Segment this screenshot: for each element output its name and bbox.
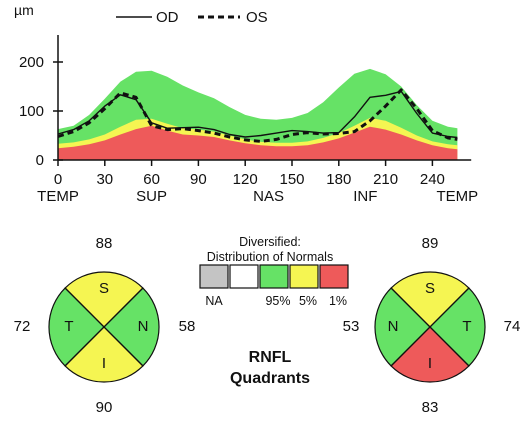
od-letter-n: N (138, 318, 149, 335)
od-letter-i: I (102, 355, 106, 372)
x-tick-label: 150 (279, 171, 304, 188)
os-quadrant-temporal (429, 287, 486, 367)
os-quadrant-chart: 89 53 74 83 S N T I (343, 235, 521, 416)
os-left-value: 53 (343, 318, 360, 335)
x-tick-label: 60 (143, 171, 160, 188)
od-quadrant-inferior (64, 326, 144, 383)
region-label-nas: NAS (253, 188, 284, 205)
rnfl-thickness-chart: 0 100 200 0 30 60 90 120 150 180 210 240 TEMP SUP NA… (14, 2, 478, 205)
od-letter-t: T (64, 318, 73, 335)
chart-axes (57, 35, 472, 161)
od-divider-2 (64, 287, 144, 367)
series-line-od (57, 90, 458, 139)
x-tick-label: 210 (373, 171, 398, 188)
y-tick-label: 200 (19, 54, 44, 71)
od-left-value: 72 (14, 318, 31, 335)
distribution-title-2: Distribution of Normals (207, 250, 333, 264)
y-tick-label: 100 (19, 103, 44, 120)
region-label-inf: INF (353, 188, 377, 205)
swatch-green (259, 264, 289, 289)
swatch-yellow (289, 264, 319, 289)
od-right-value: 58 (179, 318, 196, 335)
rnfl-title: RNFL (249, 349, 292, 366)
chart-legend: OD OS (116, 9, 268, 26)
swatch-label-green: 95% (265, 294, 290, 308)
x-tick-label: 120 (233, 171, 258, 188)
od-letter-s: S (99, 280, 109, 297)
os-letter-i: I (428, 355, 432, 372)
distribution-legend: Diversified: Distribution of Normals NA 9… (199, 235, 349, 308)
od-quadrant-chart: 88 72 58 90 S T N I (14, 235, 196, 416)
legend-od-label: OD (156, 9, 179, 26)
distribution-swatches: NA 95% 5% 1% (199, 264, 349, 308)
os-letter-t: T (462, 318, 471, 335)
od-quadrant-nasal (103, 287, 160, 367)
os-quadrant-superior (390, 271, 470, 328)
os-divider-2 (390, 287, 470, 367)
os-quadrant-nasal (374, 287, 431, 367)
swatch-white (229, 264, 259, 289)
swatch-label-gray: NA (205, 294, 223, 308)
quadrants-title: Quadrants (230, 370, 310, 387)
swatch-label-yellow: 5% (299, 294, 317, 308)
legend-os-label: OS (246, 9, 268, 26)
x-tick-label: 0 (54, 171, 62, 188)
distribution-title-1: Diversified: (239, 235, 301, 249)
os-right-value: 74 (504, 318, 521, 335)
od-quadrant-superior (64, 271, 144, 328)
series-lines (57, 88, 458, 143)
band-p1 (58, 125, 458, 160)
od-top-value: 88 (96, 235, 113, 252)
normal-distribution-bands (58, 68, 458, 160)
x-tick-label: 30 (96, 171, 113, 188)
os-letter-n: N (388, 318, 399, 335)
x-tick-label: 90 (190, 171, 207, 188)
region-label-temp: TEMP (37, 188, 79, 205)
y-tick-labels: 0 100 200 (19, 54, 63, 169)
region-label-sup: SUP (136, 188, 167, 205)
swatch-gray (199, 264, 229, 289)
x-tick-labels: 0 30 60 90 120 150 180 210 240 (54, 160, 445, 188)
os-quadrant-inferior (390, 326, 470, 383)
x-tick-label: 240 (420, 171, 445, 188)
od-quadrant-temporal (48, 287, 105, 367)
swatch-red (319, 264, 349, 289)
x-tick-label: 180 (326, 171, 351, 188)
region-labels: TEMP SUP NAS INF TEMP (37, 188, 478, 205)
y-axis-unit-label: µm (14, 2, 34, 18)
region-label-temp: TEMP (437, 188, 479, 205)
series-line-os (57, 88, 458, 143)
os-bottom-value: 83 (422, 399, 439, 416)
os-letter-s: S (425, 280, 435, 297)
y-tick-label: 0 (36, 152, 44, 169)
od-bottom-value: 90 (96, 399, 113, 416)
swatch-label-red: 1% (329, 294, 347, 308)
os-top-value: 89 (422, 235, 439, 252)
